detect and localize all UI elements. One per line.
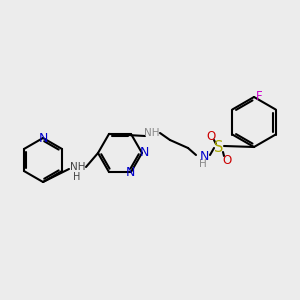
Text: NH: NH (144, 128, 160, 138)
Text: H: H (73, 172, 81, 182)
Text: NH: NH (70, 162, 86, 172)
Text: N: N (38, 131, 48, 145)
Text: S: S (214, 140, 224, 155)
Text: H: H (199, 159, 207, 169)
Text: N: N (125, 166, 135, 178)
Text: N: N (139, 146, 149, 160)
Text: F: F (256, 91, 262, 103)
Text: O: O (206, 130, 216, 142)
Text: O: O (222, 154, 232, 166)
Text: N: N (199, 149, 209, 163)
